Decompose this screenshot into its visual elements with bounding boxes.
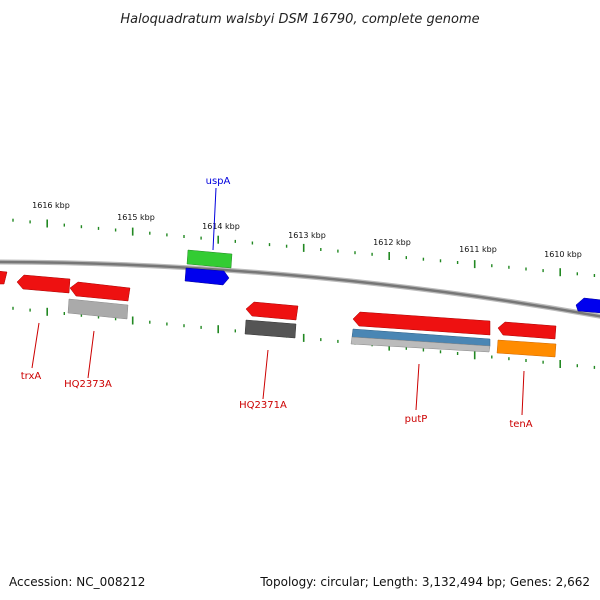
gene-feature[interactable] [69,281,131,302]
gene-label-HQ2373A[interactable]: HQ2373A [64,379,112,390]
scale-label: 1615 kbp [117,213,155,222]
connector-tenA [521,370,525,416]
map-title: Haloquadratum walsbyi DSM 16790, complet… [120,12,479,27]
gene-feature-HQ2371A[interactable] [245,301,299,321]
scale-label: 1613 kbp [288,231,326,240]
gene-feature[interactable] [496,339,557,358]
scale-label: 1616 kbp [32,201,70,210]
scale-label: 1612 kbp [373,238,411,247]
accession-text: Accession: NC_008212 [9,575,145,589]
gene-feature-putP[interactable] [352,311,491,336]
gene-feature-tenA[interactable] [497,321,557,340]
connector-trxA [31,322,40,369]
connector-uspA [212,187,217,251]
gene-feature[interactable] [575,297,600,314]
scale-labels: 1616 kbp 1615 kbp 1614 kbp 1613 kbp 1612… [32,201,582,259]
gene-label-trxA[interactable]: trxA [21,371,42,382]
label-connectors [31,187,525,416]
gene-feature[interactable] [16,274,71,294]
gene-feature[interactable] [350,336,491,353]
gene-label-tenA[interactable]: tenA [509,419,532,430]
connector-putP [415,363,420,411]
gene-feature[interactable] [184,267,230,286]
gene-label-putP[interactable]: putP [405,414,428,425]
gene-feature[interactable] [67,298,129,320]
gene-feature-uspA[interactable] [186,249,233,269]
gene-label-HQ2371A[interactable]: HQ2371A [239,400,287,411]
connector-HQ2371A [262,349,269,400]
genome-summary-text: Topology: circular; Length: 3,132,494 bp… [259,575,590,589]
gene-feature[interactable] [0,270,8,285]
scale-label: 1611 kbp [459,245,497,254]
gene-feature[interactable] [244,319,297,339]
scale-ticks-outer [12,218,596,277]
genome-backbone [0,260,600,318]
gene-label-uspA[interactable]: uspA [206,176,231,187]
scale-label: 1610 kbp [544,250,582,259]
connector-HQ2373A [87,330,95,379]
gene-labels: uspA trxA HQ2373A HQ2371A putP tenA [21,176,533,430]
scale-label: 1614 kbp [202,222,240,231]
features [0,249,600,358]
